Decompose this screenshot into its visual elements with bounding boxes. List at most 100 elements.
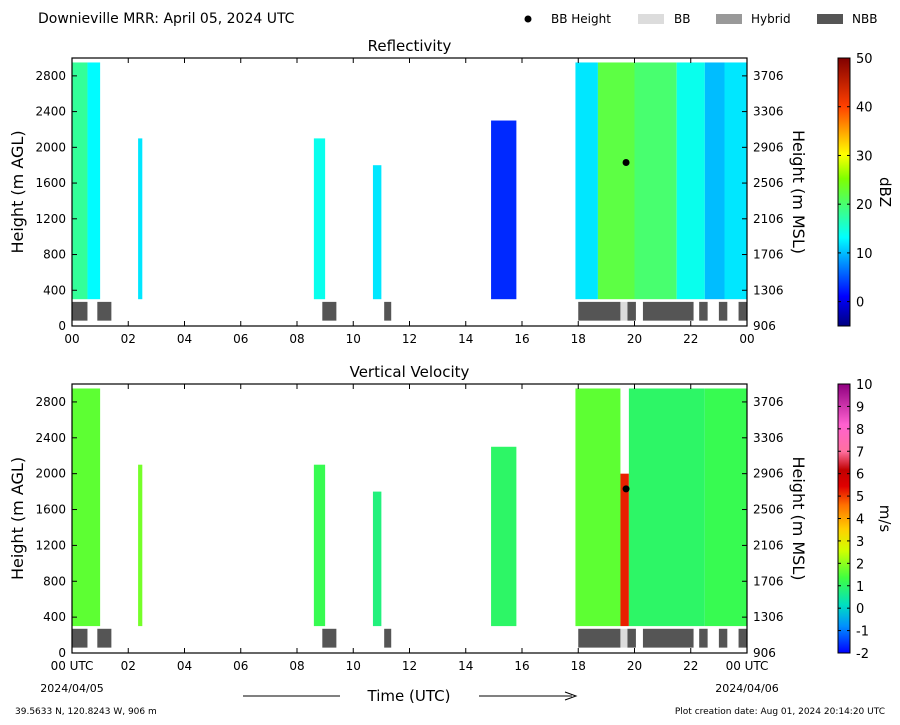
y-tick-label-right: 1306 [753, 283, 784, 297]
y-tick-label-right: 1306 [753, 610, 784, 624]
legend-label-nbb: NBB [852, 12, 877, 26]
colorbar-tick-label: 0 [856, 602, 864, 617]
bb-class-bb [620, 301, 628, 321]
bb-class-nbb [72, 301, 88, 321]
y-tick-label: 400 [43, 283, 66, 297]
y-tick-label-right: 3706 [753, 395, 784, 409]
x-tick-label: 00 [64, 332, 79, 346]
y-tick-label: 0 [58, 646, 66, 660]
bb-class-nbb [322, 301, 337, 321]
bb-class-nbb [627, 301, 636, 321]
bb-class-nbb [97, 301, 112, 321]
y-tick-label-right: 2106 [753, 212, 784, 226]
y-axis-label-left: Height (m AGL) [8, 457, 27, 580]
figure-legend: BB Height BB Hybrid NBB [524, 12, 877, 26]
precip-block [628, 388, 705, 627]
colorbar-tick-label: 10 [856, 247, 873, 262]
x-tick-label: 12 [402, 659, 417, 673]
y-tick-label-right: 3306 [753, 105, 784, 119]
legend-marker-bb-height [524, 15, 532, 23]
x-tick-label: 14 [458, 332, 473, 346]
bb-class-nbb [738, 628, 747, 648]
x-tick-label: 08 [289, 332, 304, 346]
colorbar-tick-label: 2 [856, 557, 864, 572]
legend-swatch-bb [638, 14, 664, 24]
x-tick-label: 06 [233, 332, 248, 346]
bb-class-nbb [718, 301, 728, 321]
colorbar-tick-label: 50 [856, 52, 873, 67]
x-tick-label: 12 [402, 332, 417, 346]
y-tick-label: 2800 [35, 395, 66, 409]
colorbar-tick-label: 5 [856, 490, 864, 505]
y-tick-label-right: 2106 [753, 538, 784, 552]
x-tick-label: 10 [346, 659, 361, 673]
precip-block [72, 388, 101, 627]
colorbar: -2 -1 0 1 2 3 4 5 6 7 8 9 10 m/s [837, 378, 894, 662]
x-tick-label: 08 [289, 659, 304, 673]
x-tick-label: 18 [571, 332, 586, 346]
legend-label-hybrid: Hybrid [751, 12, 791, 26]
bb-height-point [622, 485, 630, 493]
x-tick-label: 00 [739, 332, 754, 346]
bb-class-nbb [322, 628, 337, 648]
precip-block [620, 473, 629, 627]
precip-block [676, 62, 705, 300]
x-tick-label: 16 [514, 332, 529, 346]
x-tick-label: 04 [177, 659, 192, 673]
bb-class-nbb [699, 628, 708, 648]
figure-title: Downieville MRR: April 05, 2024 UTC [38, 11, 295, 27]
colorbar-tick-label: 7 [856, 445, 864, 460]
precip-block [704, 62, 725, 300]
x-tick-label: 16 [514, 659, 529, 673]
precip-block [372, 165, 382, 300]
colorbar-tick-label: 40 [856, 101, 873, 116]
precip-block [724, 62, 747, 300]
bb-class-bb [620, 628, 628, 648]
bb-class-nbb [642, 628, 694, 648]
y-tick-label-right: 1706 [753, 248, 784, 262]
colorbar-tick-label: 20 [856, 198, 873, 213]
precip-block [597, 62, 635, 300]
precip-block [138, 464, 143, 627]
bb-class-nbb [718, 628, 728, 648]
bb-classification-strip [72, 301, 747, 321]
colorbar: 0 10 20 30 40 50 dBZ [837, 52, 894, 327]
precip-block [372, 491, 382, 627]
colorbar-tick-label: 9 [856, 400, 864, 415]
precip-block [138, 138, 143, 300]
precip-block [704, 388, 747, 627]
x-tick-label: 06 [233, 659, 248, 673]
y-tick-label-right: 3706 [753, 69, 784, 83]
precip-block [634, 62, 677, 300]
colorbar-tick-label: 10 [856, 378, 873, 393]
bb-class-nbb [699, 301, 708, 321]
bb-class-nbb [738, 301, 747, 321]
time-arrow-head [564, 691, 578, 701]
x-tick-label: 10 [346, 332, 361, 346]
legend-swatch-nbb [817, 14, 843, 24]
y-tick-label-right: 2506 [753, 503, 784, 517]
x-axis-title: Time (UTC) [367, 687, 451, 705]
end-date-label: 2024/04/06 [715, 682, 778, 695]
y-tick-label: 1200 [35, 538, 66, 552]
y-tick-label: 1600 [35, 503, 66, 517]
x-tick-label: 02 [121, 332, 136, 346]
y-tick-label-right: 906 [753, 646, 776, 660]
y-tick-label-right: 2506 [753, 176, 784, 190]
colorbar-tick-label: 4 [856, 513, 864, 528]
y-tick-label: 2000 [35, 467, 66, 481]
x-tick-label: 02 [121, 659, 136, 673]
colorbar-label: m/s [876, 505, 894, 533]
colorbar-tick-label: 0 [856, 296, 864, 311]
colorbar-tick-label: -1 [856, 625, 869, 640]
bb-classification-strip [72, 628, 747, 648]
y-tick-label: 1600 [35, 176, 66, 190]
bb-class-nbb [578, 628, 621, 648]
x-tick-label: 00 UTC [51, 659, 94, 673]
precip-block [72, 62, 88, 300]
bb-height-point [622, 159, 630, 167]
x-tick-label: 22 [683, 332, 698, 346]
